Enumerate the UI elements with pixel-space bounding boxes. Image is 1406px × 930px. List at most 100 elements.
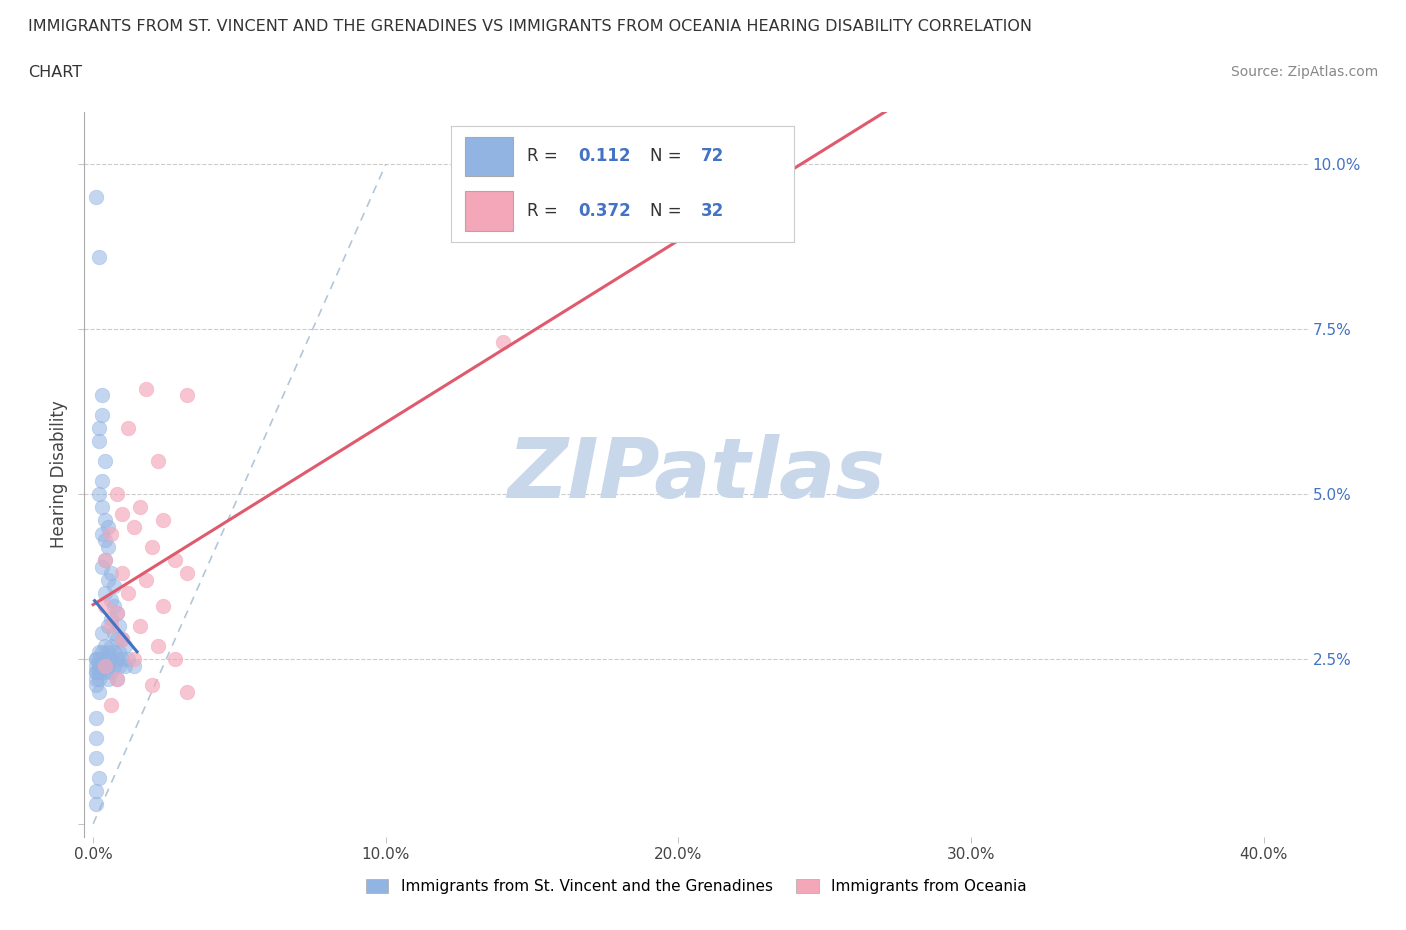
Point bbox=[111, 565, 134, 580]
Point bbox=[129, 618, 152, 633]
Point bbox=[84, 783, 107, 798]
Point bbox=[114, 658, 136, 673]
Point bbox=[97, 539, 120, 554]
Point bbox=[90, 658, 112, 673]
Point bbox=[105, 631, 128, 646]
Point bbox=[87, 684, 110, 699]
Point bbox=[165, 552, 187, 567]
Point bbox=[105, 671, 128, 686]
Point bbox=[97, 644, 120, 659]
Point bbox=[141, 539, 163, 554]
Point bbox=[100, 618, 122, 633]
Point bbox=[100, 652, 122, 667]
Point bbox=[117, 586, 139, 601]
Point bbox=[97, 658, 120, 673]
Point bbox=[103, 625, 125, 640]
Point bbox=[97, 572, 120, 587]
Point bbox=[103, 579, 125, 594]
Point bbox=[84, 658, 107, 673]
Point bbox=[111, 631, 134, 646]
Point bbox=[94, 454, 117, 469]
Point bbox=[135, 381, 157, 396]
Text: ZIPatlas: ZIPatlas bbox=[508, 433, 884, 515]
Point bbox=[165, 652, 187, 667]
Point bbox=[111, 507, 134, 522]
Point bbox=[105, 671, 128, 686]
Point bbox=[117, 652, 139, 667]
Point bbox=[87, 486, 110, 501]
Point bbox=[84, 731, 107, 746]
Point bbox=[114, 638, 136, 653]
Point bbox=[176, 565, 198, 580]
Point bbox=[87, 652, 110, 667]
Point bbox=[84, 652, 107, 667]
Point bbox=[84, 665, 107, 680]
Point bbox=[94, 652, 117, 667]
Point bbox=[108, 658, 131, 673]
Point bbox=[90, 644, 112, 659]
Point bbox=[94, 552, 117, 567]
Text: Source: ZipAtlas.com: Source: ZipAtlas.com bbox=[1230, 65, 1378, 79]
Point bbox=[176, 684, 198, 699]
Point bbox=[94, 665, 117, 680]
Y-axis label: Hearing Disability: Hearing Disability bbox=[49, 401, 67, 548]
Point bbox=[97, 520, 120, 535]
Point bbox=[94, 658, 117, 673]
Point bbox=[84, 678, 107, 693]
Point bbox=[84, 190, 107, 205]
Point bbox=[117, 420, 139, 435]
Point bbox=[87, 665, 110, 680]
Point bbox=[492, 335, 515, 350]
Point bbox=[90, 625, 112, 640]
Point bbox=[87, 658, 110, 673]
Point bbox=[122, 652, 145, 667]
Legend: Immigrants from St. Vincent and the Grenadines, Immigrants from Oceania: Immigrants from St. Vincent and the Gren… bbox=[359, 871, 1033, 902]
Point bbox=[90, 473, 112, 488]
Point bbox=[94, 533, 117, 548]
Point bbox=[87, 434, 110, 449]
Point bbox=[146, 638, 169, 653]
Point bbox=[90, 388, 112, 403]
Point bbox=[105, 605, 128, 620]
Point bbox=[94, 599, 117, 614]
Point bbox=[103, 599, 125, 614]
Point bbox=[152, 599, 174, 614]
Point bbox=[94, 552, 117, 567]
Point bbox=[84, 711, 107, 725]
Point bbox=[103, 658, 125, 673]
Point bbox=[97, 618, 120, 633]
Point bbox=[146, 454, 169, 469]
Point bbox=[105, 605, 128, 620]
Point bbox=[84, 751, 107, 765]
Point bbox=[97, 671, 120, 686]
Point bbox=[108, 644, 131, 659]
Point bbox=[135, 572, 157, 587]
Point bbox=[122, 520, 145, 535]
Point bbox=[90, 526, 112, 541]
Point bbox=[94, 638, 117, 653]
Point bbox=[105, 652, 128, 667]
Point bbox=[141, 678, 163, 693]
Point bbox=[100, 565, 122, 580]
Point bbox=[100, 638, 122, 653]
Point bbox=[87, 671, 110, 686]
Point bbox=[90, 407, 112, 422]
Point bbox=[84, 671, 107, 686]
Point bbox=[111, 631, 134, 646]
Point bbox=[94, 513, 117, 528]
Point bbox=[100, 665, 122, 680]
Point bbox=[103, 644, 125, 659]
Point bbox=[87, 420, 110, 435]
Point bbox=[122, 658, 145, 673]
Point bbox=[108, 618, 131, 633]
Point bbox=[129, 499, 152, 514]
Point bbox=[84, 797, 107, 812]
Point bbox=[100, 526, 122, 541]
Text: IMMIGRANTS FROM ST. VINCENT AND THE GRENADINES VS IMMIGRANTS FROM OCEANIA HEARIN: IMMIGRANTS FROM ST. VINCENT AND THE GREN… bbox=[28, 19, 1032, 33]
Point bbox=[111, 652, 134, 667]
Point bbox=[100, 612, 122, 627]
Point bbox=[87, 249, 110, 264]
Point bbox=[105, 486, 128, 501]
Point bbox=[87, 644, 110, 659]
Point bbox=[100, 698, 122, 712]
